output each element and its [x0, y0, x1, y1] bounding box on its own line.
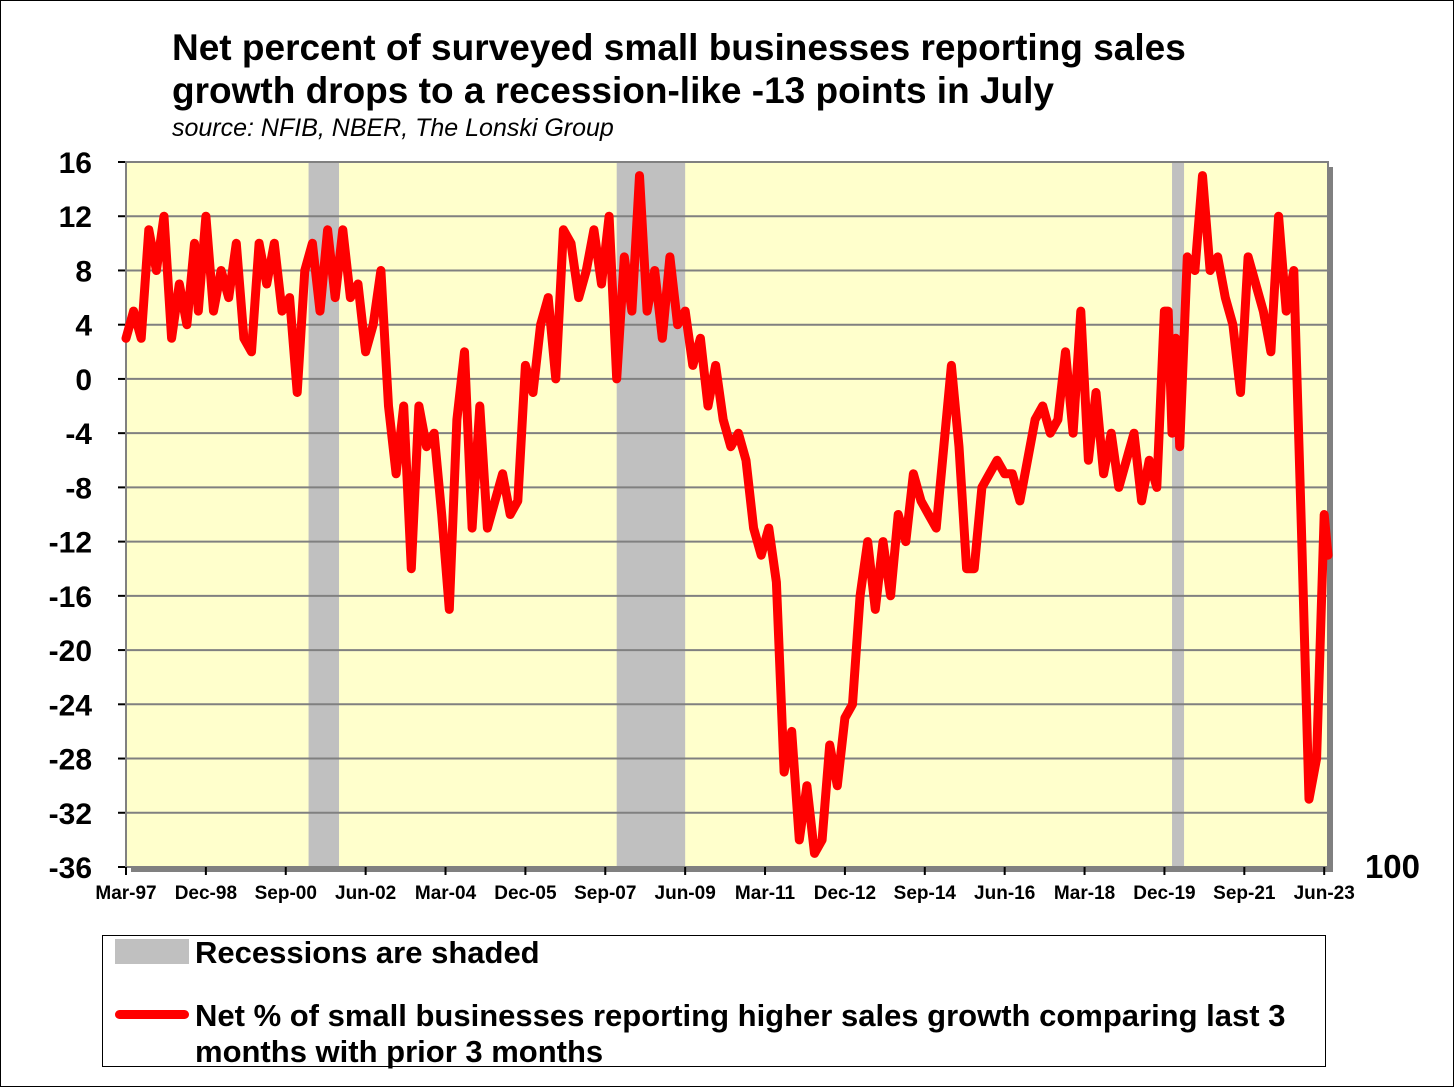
y-tick-label-0: 16	[59, 147, 92, 180]
legend: Recessions are shaded Net % of small bus…	[102, 935, 1326, 1069]
x-tick-label-6: Sep-07	[574, 883, 636, 904]
x-tick-label-14: Sep-21	[1213, 883, 1276, 904]
y-tick-label-2: 8	[75, 255, 92, 288]
y-tick-label-12: -32	[49, 798, 92, 831]
y-tick-label-8: -16	[49, 581, 92, 614]
chart-title-line-1: Net percent of surveyed small businesses…	[172, 27, 1186, 68]
chart-title-line-2: growth drops to a recession-like -13 poi…	[172, 70, 1055, 111]
x-tick-label-11: Jun-16	[974, 883, 1035, 904]
y-tick-label-7: -12	[49, 527, 92, 560]
legend-series-label: Net % of small businesses reporting high…	[195, 998, 1286, 1070]
x-tick-label-3: Jun-02	[335, 883, 396, 904]
x-tick-label-1: Dec-98	[175, 883, 237, 904]
x-tick-label-4: Mar-04	[415, 883, 477, 904]
x-tick-label-15: Jun-23	[1294, 883, 1355, 904]
y-tick-label-10: -24	[49, 689, 93, 722]
x-tick-label-13: Dec-19	[1133, 883, 1195, 904]
y-tick-label-5: -4	[65, 418, 92, 451]
x-tick-label-12: Mar-18	[1054, 883, 1115, 904]
x-tick-label-10: Sep-14	[894, 883, 957, 904]
x-tick-label-2: Sep-00	[255, 883, 317, 904]
y-tick-label-3: 4	[75, 310, 92, 343]
y-tick-label-6: -8	[65, 472, 92, 505]
x-tick-label-8: Mar-11	[735, 883, 796, 904]
x-tick-label-9: Dec-12	[814, 883, 876, 904]
y-tick-label-9: -20	[49, 635, 92, 668]
y2-axis-label: 100	[1365, 848, 1420, 885]
recession-swatch	[115, 939, 189, 964]
series-swatch	[115, 1010, 189, 1019]
chart-subtitle: source: NFIB, NBER, The Lonski Group	[172, 114, 614, 142]
x-tick-label-0: Mar-97	[95, 883, 156, 904]
y-tick-label-4: 0	[75, 364, 92, 397]
y-tick-label-1: 12	[59, 201, 92, 234]
x-tick-label-7: Jun-09	[655, 883, 716, 904]
series-line-1	[121, 171, 1333, 858]
y-tick-label-11: -28	[49, 744, 92, 777]
x-tick-label-5: Dec-05	[494, 883, 557, 904]
legend-recession-label: Recessions are shaded	[195, 935, 540, 970]
recession-band-3	[1172, 162, 1185, 867]
y-tick-label-13: -36	[49, 852, 92, 885]
